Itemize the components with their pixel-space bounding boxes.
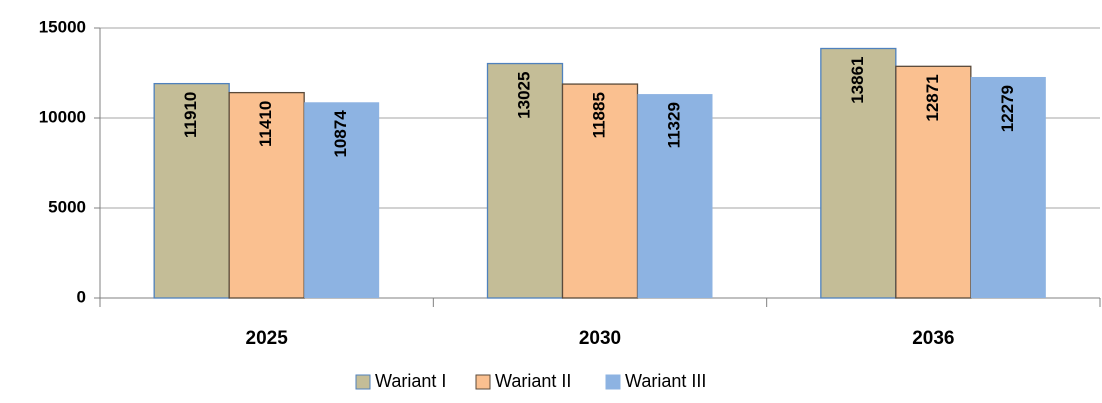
value-label: 13861: [848, 57, 867, 104]
legend-swatch: [605, 374, 621, 390]
x-tick-label: 2030: [579, 328, 621, 349]
value-label: 10874: [331, 110, 350, 158]
legend-label: Wariant I: [375, 371, 446, 391]
bar: [637, 94, 713, 298]
value-label: 11410: [256, 101, 275, 147]
legend-swatch: [355, 374, 371, 390]
x-tick-label: 2025: [246, 328, 289, 349]
y-tick-label: 5000: [48, 197, 86, 216]
bar: [970, 76, 1046, 298]
x-tick-label: 2036: [912, 328, 954, 349]
bar: [486, 62, 564, 299]
value-label: 11910: [181, 92, 200, 138]
y-tick-label: 10000: [39, 107, 86, 126]
value-label: 11329: [664, 102, 683, 148]
bar: [895, 65, 972, 299]
bar: [304, 102, 380, 298]
bar: [820, 47, 897, 299]
legend-label: Wariant II: [495, 371, 571, 391]
y-tick-label: 15000: [39, 17, 86, 36]
value-label: 12871: [923, 74, 942, 121]
value-label: 13025: [514, 72, 533, 119]
value-label: 12279: [998, 85, 1017, 132]
legend-label: Wariant III: [625, 371, 706, 391]
legend-swatch: [475, 374, 491, 390]
y-tick-label: 0: [77, 287, 86, 306]
value-label: 11885: [589, 92, 608, 138]
